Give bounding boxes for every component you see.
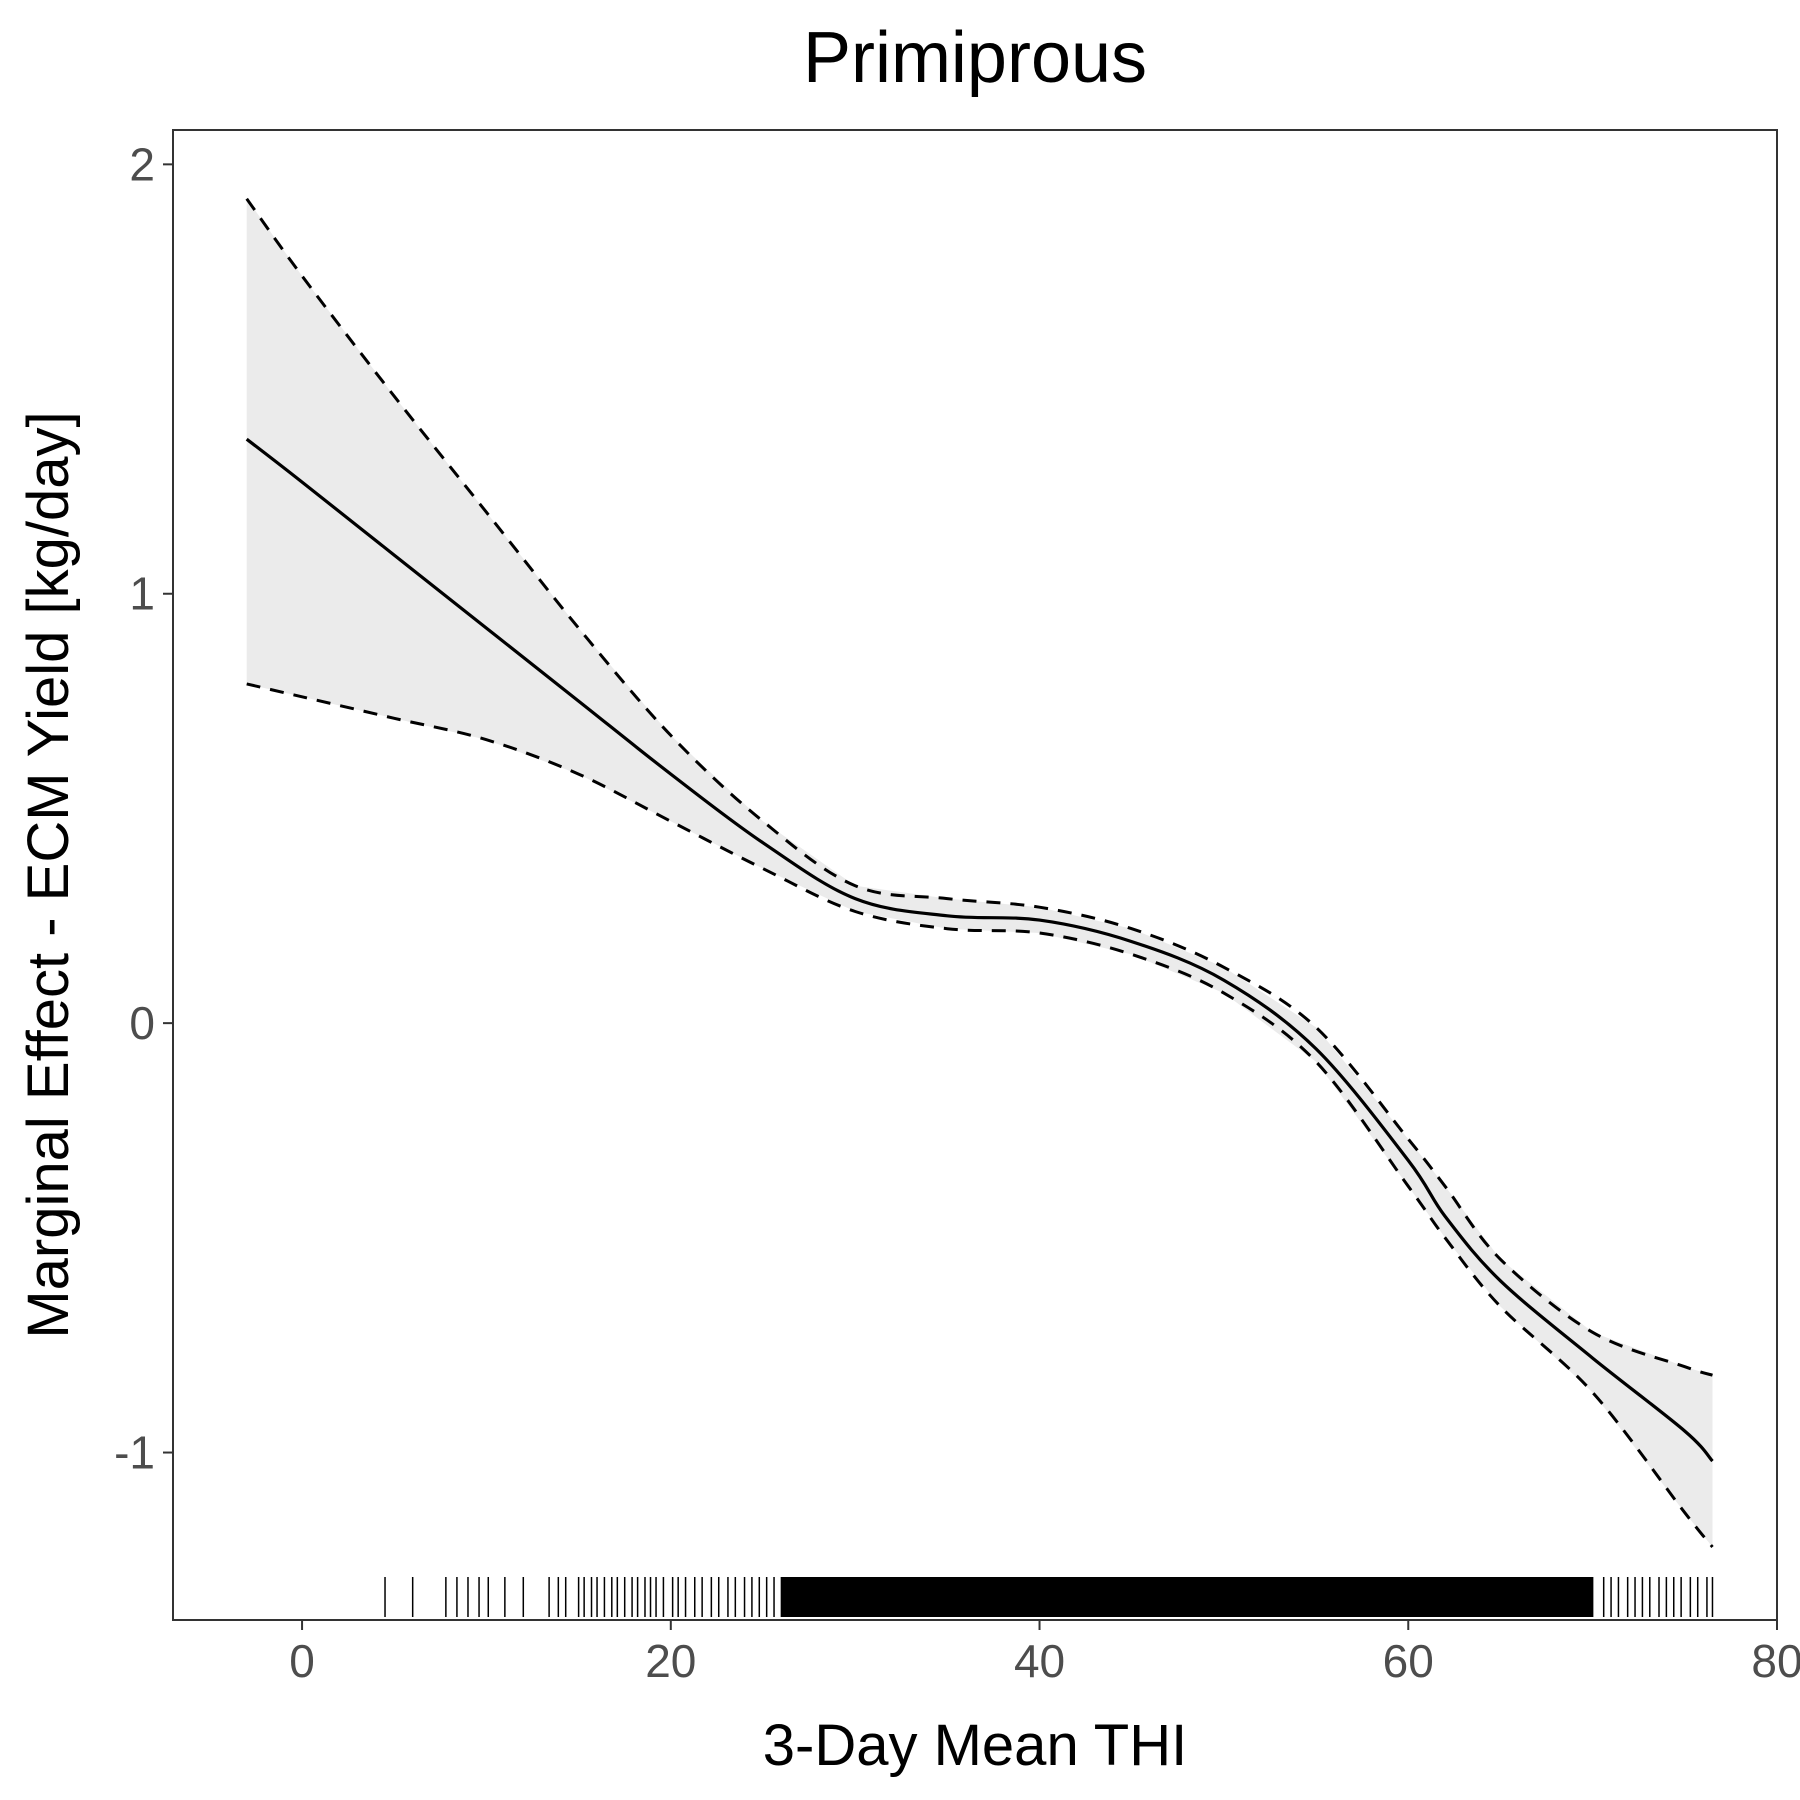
rug-dense-block <box>781 1577 1593 1617</box>
x-tick-label: 40 <box>1014 1635 1065 1687</box>
x-tick-label: 0 <box>289 1635 315 1687</box>
estimate-line <box>245 437 1714 1463</box>
y-tick-label: 0 <box>129 997 155 1049</box>
plot-area <box>245 197 1714 1617</box>
x-tick-label: 20 <box>645 1635 696 1687</box>
y-tick-label: -1 <box>114 1427 155 1479</box>
y-axis-title: Marginal Effect - ECM Yield [kg/day] <box>16 411 81 1338</box>
chart-title: Primiprous <box>803 18 1147 98</box>
y-tick-label: 1 <box>129 568 155 620</box>
lower-bound-line <box>246 682 1714 1548</box>
y-tick-label: 2 <box>129 138 155 190</box>
upper-bound-line <box>245 197 1713 1377</box>
x-axis-title: 3-Day Mean THI <box>763 1713 1187 1778</box>
confidence-band <box>246 198 1713 1548</box>
panel-border <box>172 129 1778 1621</box>
y-axis: -1 0 1 2 <box>114 138 173 1479</box>
x-tick-label: 60 <box>1383 1635 1434 1687</box>
x-axis: 0 20 40 60 80 <box>289 1620 1800 1687</box>
rug-marks <box>384 1577 1714 1617</box>
x-tick-label: 80 <box>1751 1635 1800 1687</box>
